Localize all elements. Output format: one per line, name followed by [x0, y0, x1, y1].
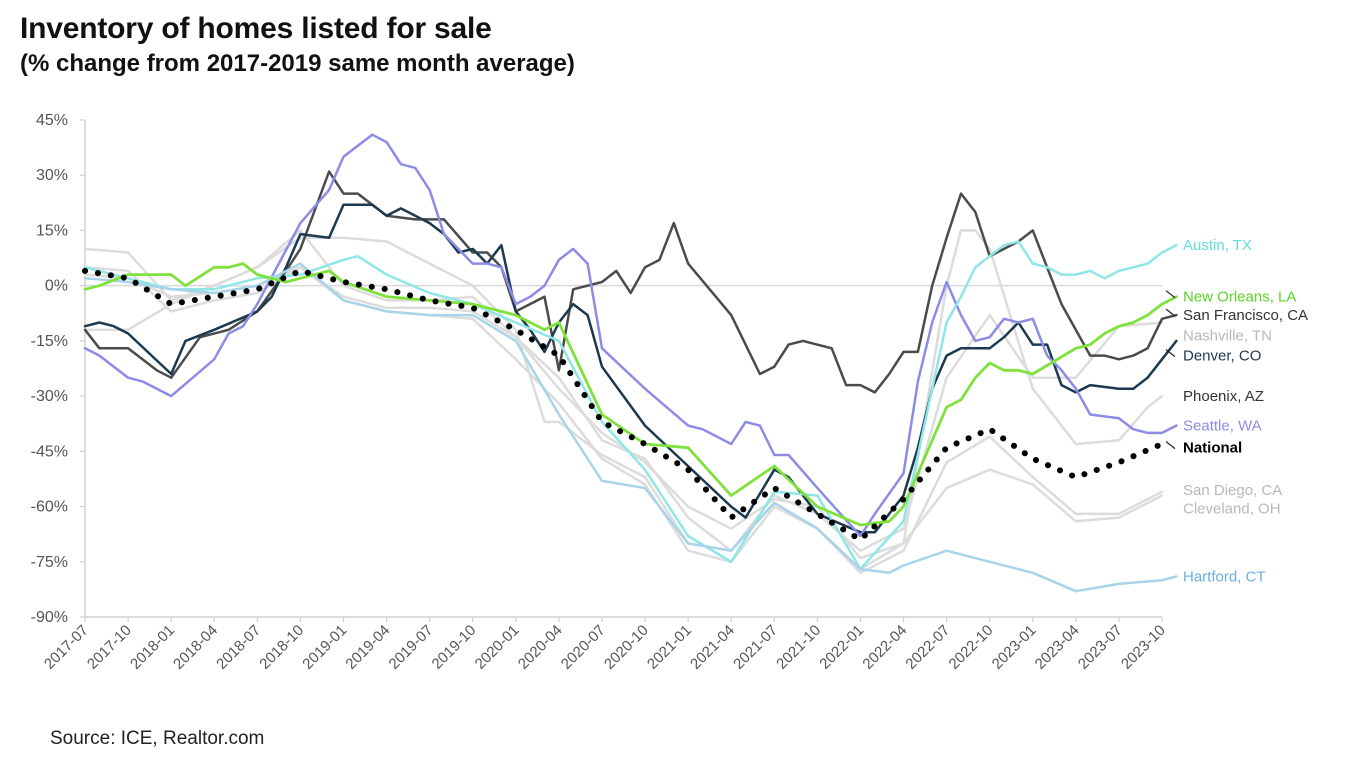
series-line-cleveland-oh: [83, 266, 1164, 560]
x-tick-label: 2022-07: [902, 622, 953, 673]
y-tick-label: -90%: [31, 609, 68, 626]
x-tick-label: 2021-07: [730, 622, 781, 673]
series-label-phoenix-az: Phoenix, AZ: [1183, 388, 1264, 405]
x-tick-label: 2023-07: [1075, 622, 1126, 673]
y-tick-label: 15%: [36, 222, 68, 239]
x-tick-label: 2019-04: [342, 622, 393, 673]
series-line-seattle-wa: [83, 133, 1178, 538]
series-label-new-orleans-la: New Orleans, LA: [1183, 289, 1296, 306]
y-tick-label: -60%: [31, 499, 68, 516]
x-tick-label: 2017-10: [84, 622, 135, 673]
x-tick-label: 2018-07: [213, 622, 264, 673]
inventory-line-chart: 45%30%15%0%-15%-30%-45%-60%-75%-90%2017-…: [31, 112, 1308, 673]
x-tick-label: 2021-04: [687, 622, 738, 673]
y-tick-label: 30%: [36, 167, 68, 184]
y-tick-label: -30%: [31, 388, 68, 405]
y-tick-label: 45%: [36, 112, 68, 129]
y-tick-label: -75%: [31, 554, 68, 571]
x-tick-label: 2021-10: [773, 622, 824, 673]
series-line-phoenix-az: [83, 229, 1164, 571]
x-tick-label: 2019-07: [386, 622, 437, 673]
x-tick-label: 2018-10: [256, 622, 307, 673]
source-note: Source: ICE, Realtor.com: [50, 728, 265, 749]
x-tick-label: 2022-04: [859, 622, 910, 673]
series-line-san-diego-ca: [83, 266, 1164, 575]
x-tick-label: 2021-01: [644, 622, 695, 673]
label-leader-san-francisco-ca: [1165, 308, 1176, 317]
series-label-san-francisco-ca: San Francisco, CA: [1183, 307, 1308, 324]
series-line-national: [82, 267, 1165, 543]
y-tick-label: -45%: [31, 443, 68, 460]
series-label-austin-tx: Austin, TX: [1183, 237, 1252, 254]
series-label-seattle-wa: Seattle, WA: [1183, 418, 1262, 435]
x-tick-label: 2018-01: [127, 622, 178, 673]
series-line-nashville-tn: [83, 229, 1164, 552]
x-tick-label: 2022-10: [946, 622, 997, 673]
series-line-san-francisco-ca: [83, 170, 1178, 394]
x-tick-label: 2020-10: [601, 622, 652, 673]
series-label-nashville-tn: Nashville, TN: [1183, 327, 1272, 344]
series-line-austin-tx: [83, 240, 1178, 571]
series-label-san-diego-ca: San Diego, CA: [1183, 482, 1282, 499]
x-tick-label: 2022-01: [816, 622, 867, 673]
chart-subtitle: (% change from 2017-2019 same month aver…: [20, 50, 575, 77]
x-tick-label: 2023-01: [989, 622, 1040, 673]
x-tick-label: 2020-01: [472, 622, 523, 673]
x-tick-label: 2019-10: [429, 622, 480, 673]
x-tick-label: 2023-04: [1032, 622, 1083, 673]
series-label-national: National: [1183, 440, 1242, 457]
x-tick-label: 2017-07: [41, 622, 92, 673]
chart-title: Inventory of homes listed for sale: [20, 12, 492, 45]
series-line-hartford-ct: [83, 262, 1178, 593]
series-label-cleveland-oh: Cleveland, OH: [1183, 500, 1281, 517]
x-tick-label: 2020-07: [558, 622, 609, 673]
x-tick-label: 2020-04: [515, 622, 566, 673]
y-tick-label: -15%: [31, 333, 68, 350]
label-leader-new-orleans-la: [1165, 290, 1176, 299]
x-tick-label: 2018-04: [170, 622, 221, 673]
series-label-hartford-ct: Hartford, CT: [1183, 569, 1266, 586]
x-tick-label: 2019-01: [299, 622, 350, 673]
series-line-new-orleans-la: [83, 262, 1178, 527]
x-tick-label: 2023-10: [1118, 622, 1169, 673]
series-line-denver-co: [83, 203, 1178, 534]
series-label-denver-co: Denver, CO: [1183, 348, 1261, 365]
y-tick-label: 0%: [45, 278, 68, 295]
label-leader-denver-co: [1165, 349, 1176, 358]
label-leader-national: [1165, 441, 1176, 450]
